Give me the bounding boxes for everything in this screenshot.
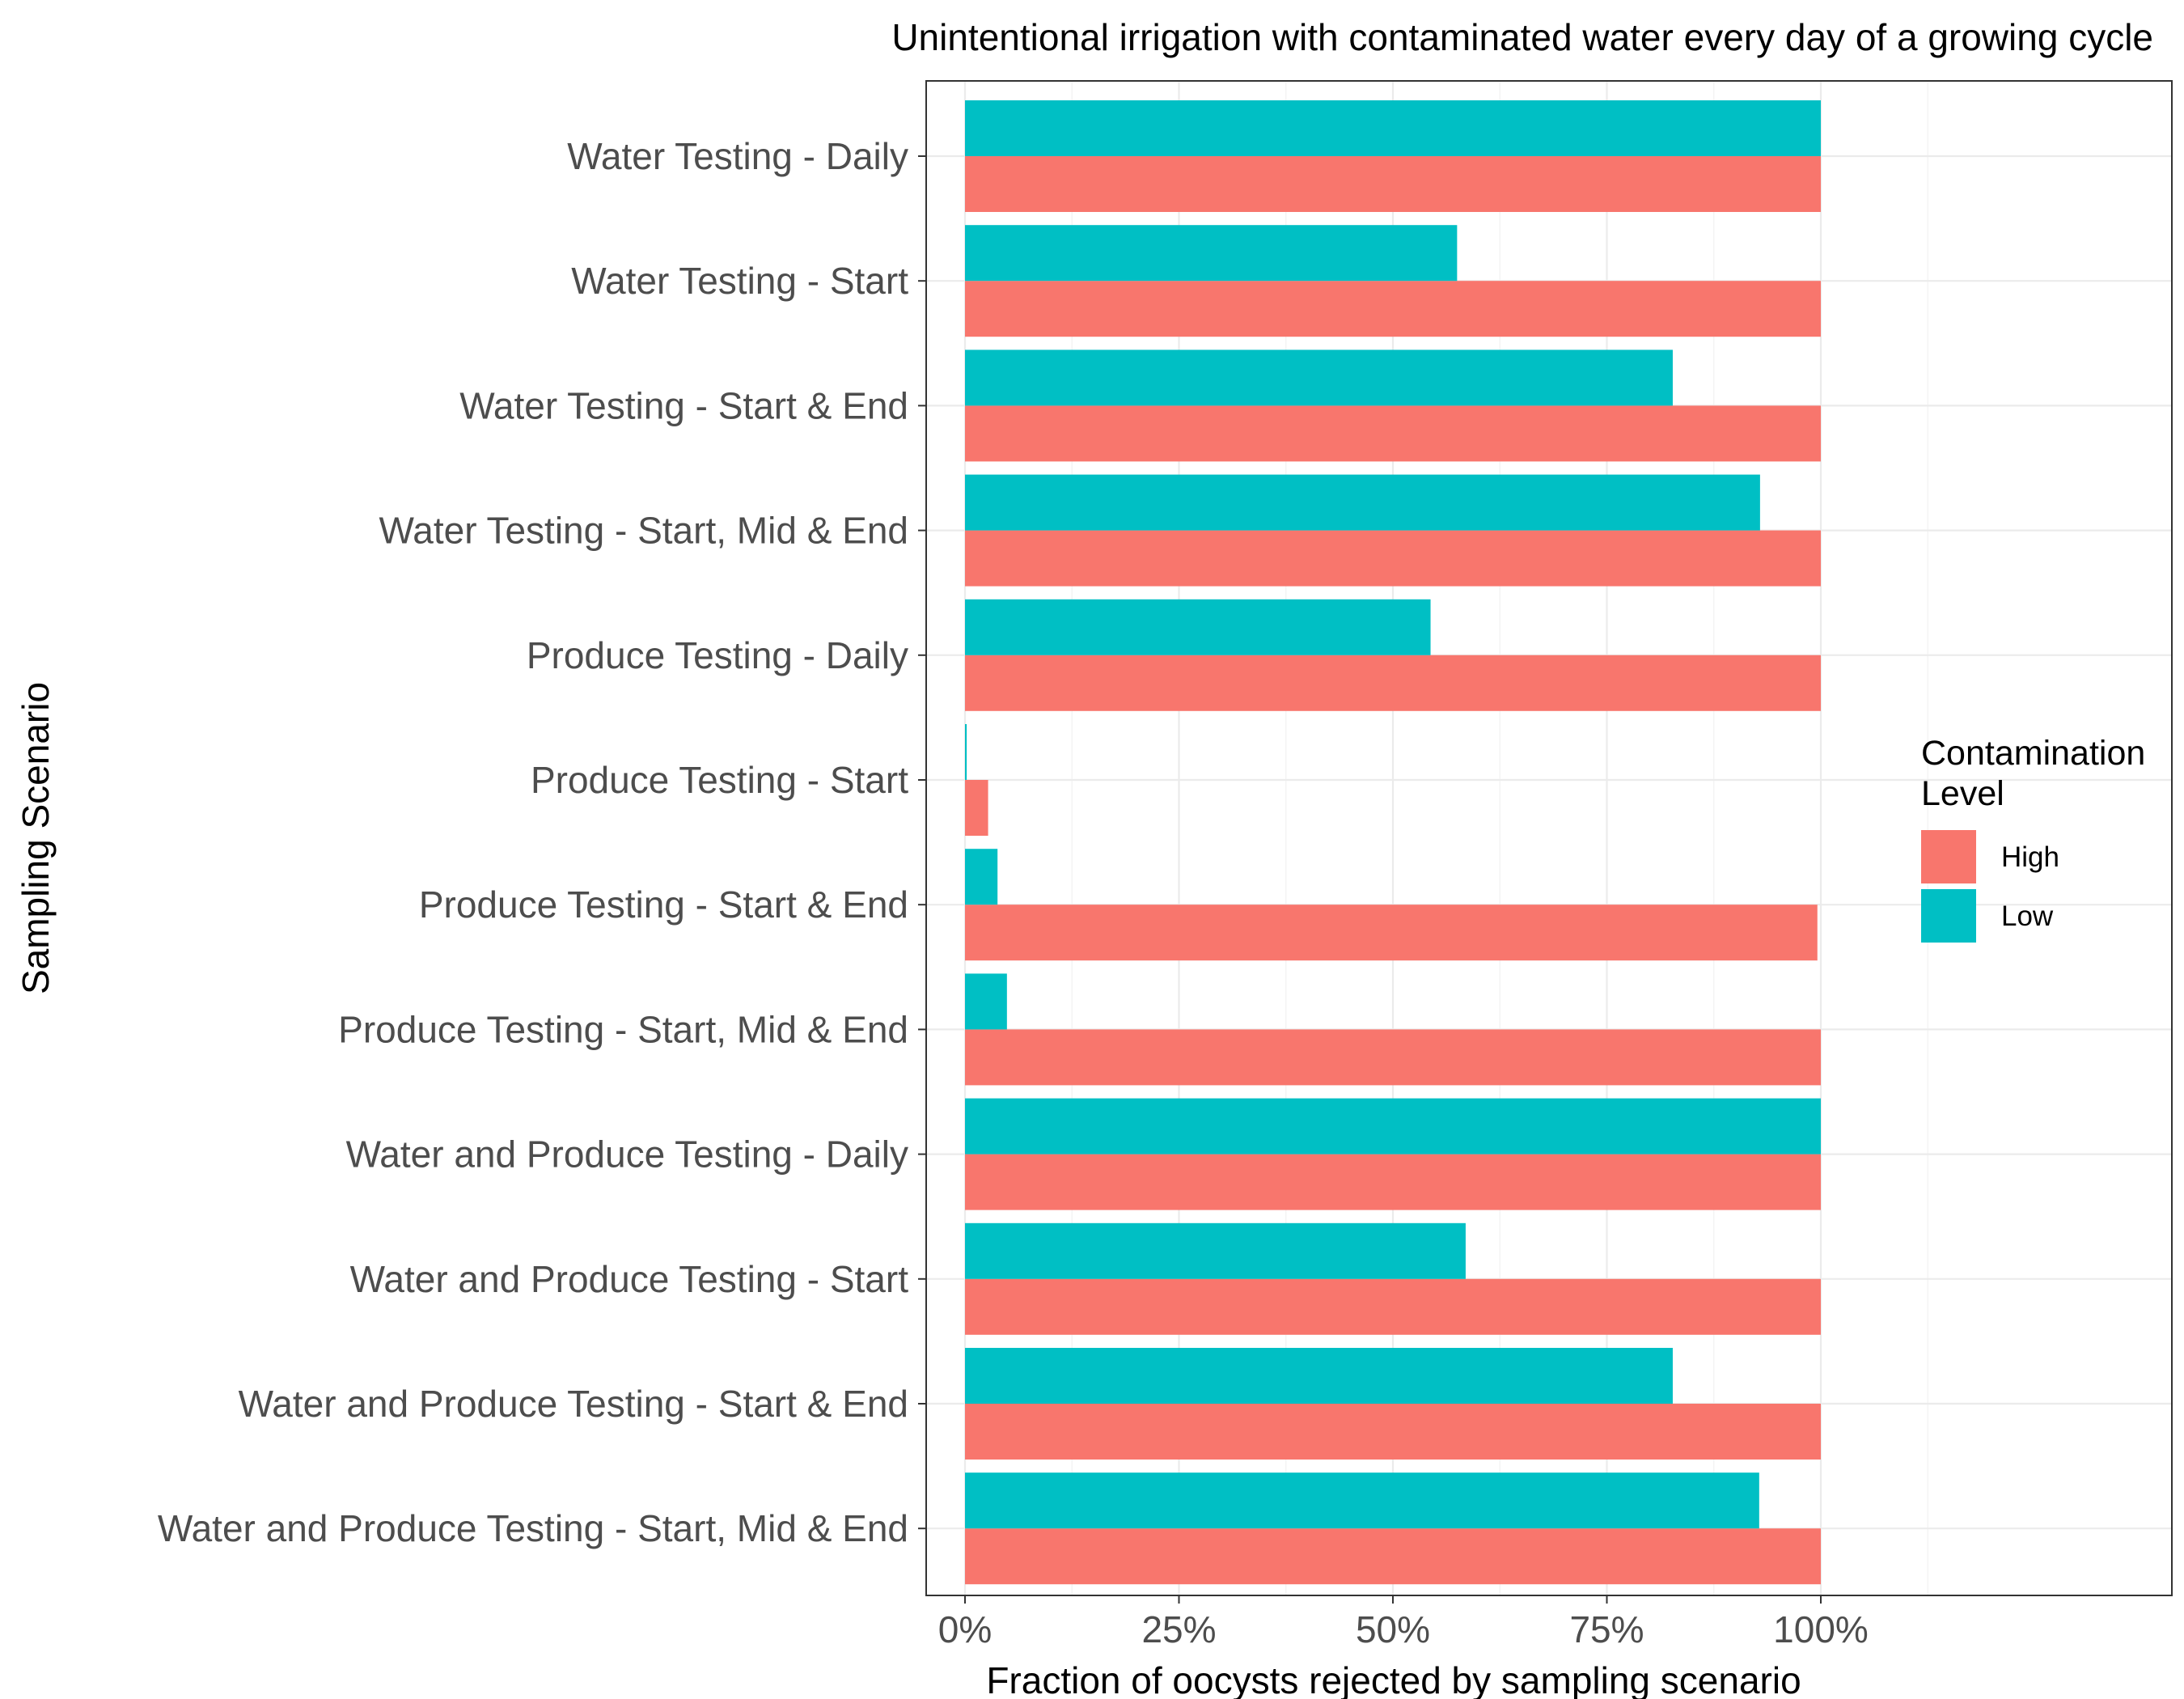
legend-title-line-1: Contamination [1921,734,2145,773]
bar-high-produce-testing-start-mid-end [965,1029,1821,1086]
bar-high-water-and-produce-testing-start-mid-end [965,1528,1821,1585]
bar-low-water-testing-start-mid-end [965,474,1760,531]
bar-high-produce-testing-start-end [965,905,1818,961]
bar-high-water-and-produce-testing-start [965,1278,1821,1335]
y-tick-label: Produce Testing - Daily [527,634,908,676]
x-tick-label: 100% [1773,1608,1869,1650]
y-axis-title: Sampling Scenario [15,682,57,994]
legend-items: High Low [1921,830,2059,943]
bar-high-water-and-produce-testing-daily [965,1154,1821,1210]
legend-title-line-2: Level [1921,774,2004,813]
plot-border [925,80,2173,1596]
legend: Contamination Level High Low [1921,734,2155,943]
bar-low-water-testing-start [965,225,1458,282]
x-tick-label: 50% [1356,1608,1430,1650]
legend-key-low [1921,889,1976,943]
bar-low-produce-testing-daily [965,599,1431,655]
y-tick-label: Water Testing - Start & End [459,384,908,426]
legend-key-high [1921,830,1976,883]
bar-low-produce-testing-start-end [965,849,998,905]
y-tick-label: Produce Testing - Start & End [419,883,908,926]
y-tick-label: Water and Produce Testing - Start, Mid &… [158,1507,908,1549]
bar-high-water-testing-start-end [965,405,1821,462]
bar-low-produce-testing-start-mid-end [965,973,1007,1030]
bar-high-produce-testing-start [965,780,988,836]
bar-low-water-and-produce-testing-start [965,1222,1466,1279]
x-tick-label: 0% [938,1608,992,1650]
x-axis-title: Fraction of oocysts rejected by sampling… [986,1659,1801,1699]
bar-high-water-testing-start [965,281,1821,337]
legend-label-high: High [2001,841,2059,873]
bar-low-produce-testing-start [965,724,967,780]
bar-low-water-and-produce-testing-daily [965,1098,1821,1155]
y-tick-label: Produce Testing - Start, Mid & End [338,1008,908,1050]
y-tick-label: Produce Testing - Start [531,759,908,801]
y-tick-label: Water Testing - Start, Mid & End [379,510,908,552]
x-tick-label: 25% [1141,1608,1216,1650]
bar-high-produce-testing-daily [965,655,1821,711]
legend-label-low: Low [2001,900,2054,932]
bar-low-water-and-produce-testing-start-mid-end [965,1472,1759,1529]
bar-high-water-and-produce-testing-start-end [965,1404,1821,1460]
y-axis: Water Testing - Daily Water Testing - Sta… [158,135,926,1549]
y-tick-label: Water Testing - Daily [567,135,908,177]
legend-title: Contamination Level [1921,734,2155,813]
y-tick-label: Water and Produce Testing - Start & End [239,1383,908,1425]
y-tick-label: Water Testing - Start [571,260,908,302]
y-tick-label: Water and Produce Testing - Daily [346,1133,908,1176]
bar-low-water-testing-start-end [965,350,1673,406]
bars [965,100,1821,1585]
x-tick-label: 75% [1569,1608,1644,1650]
bar-low-water-testing-daily [965,100,1821,156]
chart-title: Unintentional irrigation with contaminat… [891,16,2153,58]
bar-high-water-testing-start-mid-end [965,530,1821,587]
bar-low-water-and-produce-testing-start-end [965,1348,1673,1404]
y-tick-label: Water and Produce Testing - Start [350,1258,909,1300]
bar-high-water-testing-daily [965,156,1821,212]
x-axis: 0% 25% 50% 75% 100% [938,1595,1869,1650]
